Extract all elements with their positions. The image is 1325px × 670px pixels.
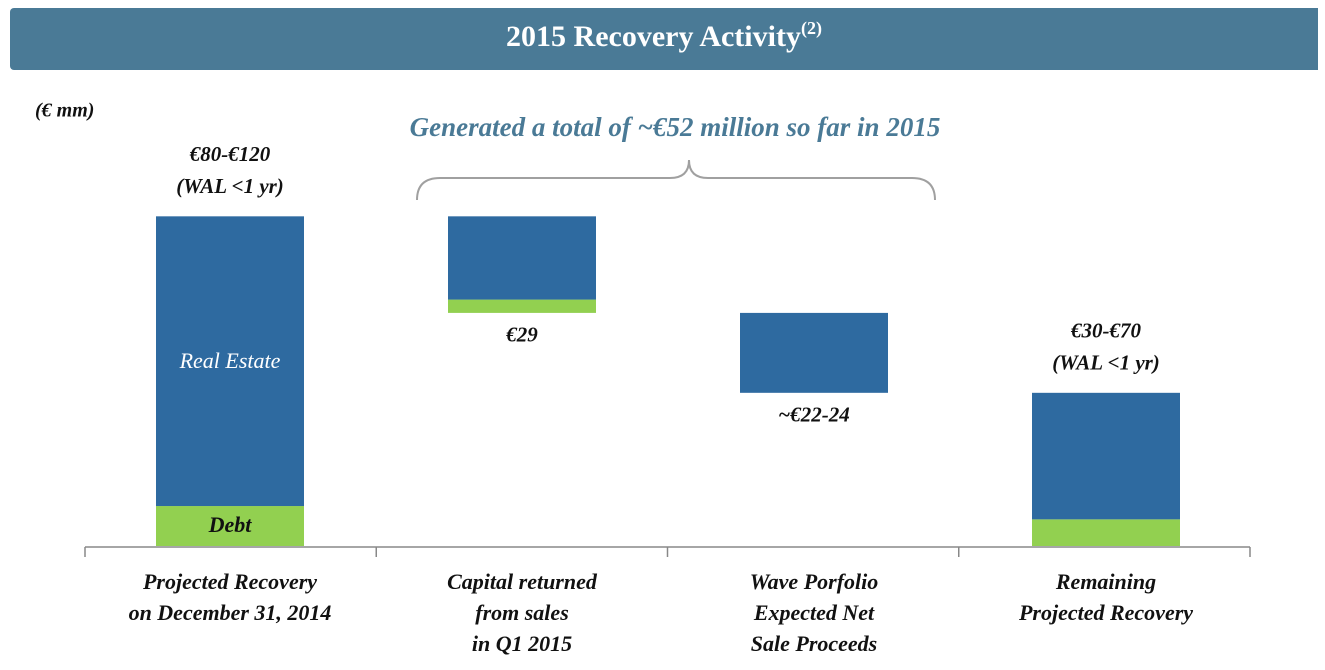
x-tick-label: Capital returned <box>447 569 598 594</box>
x-tick-label: from sales <box>475 600 569 625</box>
segment-label: Real Estate <box>179 348 281 374</box>
x-tick-label: Wave Porfolio <box>750 569 879 594</box>
bar-note: (WAL <1 yr) <box>176 174 284 198</box>
segment-label: Debt <box>208 512 253 537</box>
x-tick-label: in Q1 2015 <box>472 631 572 656</box>
x-tick-label: Sale Proceeds <box>751 631 877 656</box>
bar-segment <box>156 216 304 507</box>
bar-segment <box>740 312 888 393</box>
bar-note: (WAL <1 yr) <box>1052 351 1160 375</box>
value-label: ~€22-24 <box>778 403 849 427</box>
bar-segment <box>1032 519 1180 546</box>
value-label: €80-€120 <box>189 142 271 166</box>
unit-label: (€ mm) <box>35 100 94 122</box>
brace <box>416 159 936 201</box>
annotation: Generated a total of ~€52 million so far… <box>410 112 941 142</box>
x-tick-label: Expected Net <box>753 600 875 625</box>
title-box: 2015 Recovery Activity(2) <box>10 18 1318 54</box>
bar-segment <box>1032 392 1180 520</box>
bar-segment <box>448 299 596 313</box>
value-label: €30-€70 <box>1070 319 1141 343</box>
value-label: €29 <box>505 323 538 347</box>
x-tick-label: Remaining <box>1055 569 1156 594</box>
header-bar: 2015 Recovery Activity(2) <box>10 8 1318 70</box>
title-note: (2) <box>800 18 822 38</box>
x-tick-label: Projected Recovery <box>142 569 317 594</box>
x-tick-label: Projected Recovery <box>1018 600 1193 625</box>
chart-title: 2015 Recovery Activity <box>506 20 801 53</box>
x-tick-label: on December 31, 2014 <box>129 600 332 625</box>
bar-segment <box>448 216 596 300</box>
bar-segment <box>156 506 304 546</box>
